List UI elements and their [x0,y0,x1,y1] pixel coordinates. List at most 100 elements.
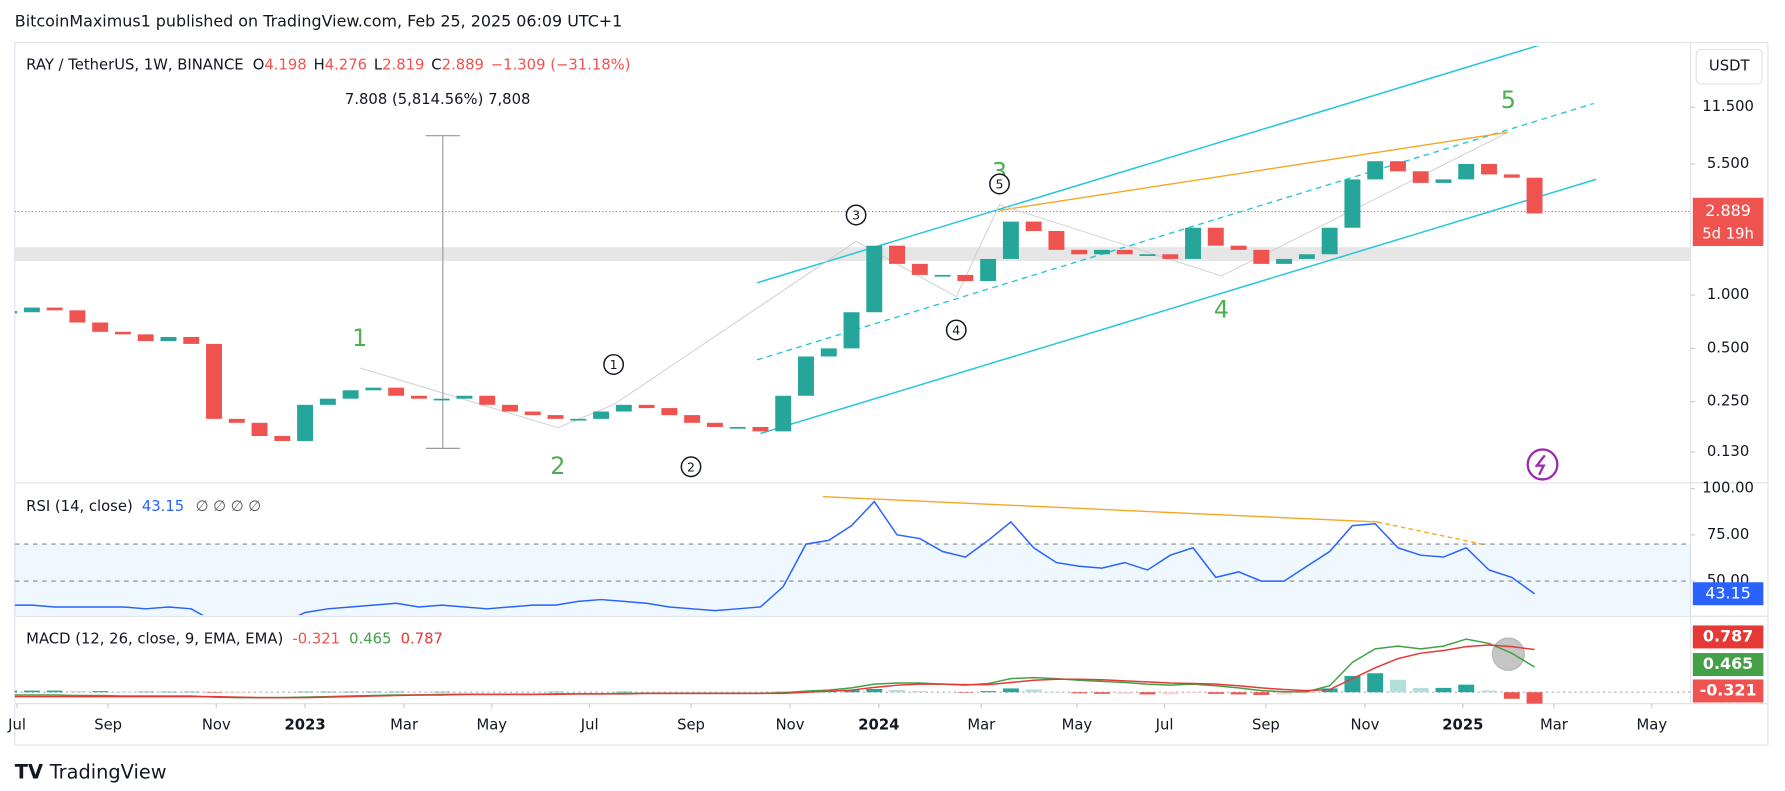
candle [479,395,496,405]
x-tick-label: Mar [390,715,419,733]
candle [1435,179,1452,183]
x-tick-label: Nov [776,715,805,733]
x-tick-label: Sep [94,715,122,733]
ohlc-label: H [314,55,325,73]
sub-wave-label: 2 [687,459,695,474]
candle [1367,161,1384,180]
macd-histogram-bar [46,690,63,693]
x-tick-label: Sep [1252,715,1280,733]
last-price-box [1692,197,1764,247]
macd-histogram-bar [1367,673,1384,693]
candle [934,274,951,277]
candle [1071,249,1088,255]
candle [1162,254,1179,259]
macd-last-label: -0.321 [1700,680,1757,699]
rsi-line [14,500,1535,616]
candle [798,356,814,396]
macd-histogram-bar [160,691,177,693]
macd-histogram-bar [92,691,109,693]
signal-line [14,644,1535,699]
rsi-last-label: 43.15 [1705,583,1751,602]
candle [1207,227,1224,246]
macd-histogram-bar [69,691,86,693]
macd-histogram-bar [1526,692,1543,704]
macd-last-box [1692,679,1764,703]
candle [297,404,314,441]
ohlc-label: L [374,55,383,73]
x-tick-label: 2024 [858,715,899,733]
macd-last-label: 0.465 [1703,654,1753,673]
candle [388,387,405,396]
candle [1185,227,1202,259]
candle [92,322,109,332]
channel-mid [756,102,1594,361]
macd-legend: MACD (12, 26, close, 9, EMA, EMA) -0.321 0… [26,629,443,647]
macd-histogram-bar [206,692,222,693]
y-tick-label: 0.500 [1707,338,1749,356]
divergence-line [823,495,1378,523]
y-tick-label: 100.00 [1702,479,1754,497]
pane [14,500,1691,616]
symbol: RAY / TetherUS, 1W, BINANCE [26,55,243,73]
chart-frame [14,41,1769,746]
macd-histogram-bar [14,690,18,693]
x-tick-label: May [1637,715,1668,733]
macd-histogram-bar [1230,692,1247,695]
rsi-drawings [823,495,1486,546]
candle [1276,258,1293,264]
logo: 𝗧𝗩 [15,760,50,783]
x-tick-label: Nov [202,715,231,733]
brand-name: TradingView [49,760,167,783]
macd-histogram-bar [547,691,564,693]
x-tick-label: Jul [580,715,599,733]
candle [1230,245,1247,250]
macd-histogram-bar [319,691,336,693]
icon-bolt [1534,454,1546,476]
candle [1025,221,1042,232]
macd-last-box [1692,653,1764,677]
candle [342,390,359,399]
candle [410,395,427,399]
macd-histogram-bar [1298,692,1315,694]
icon[interactable] [1526,448,1559,481]
x-tick-label: 2025 [1442,715,1483,733]
candle [1298,254,1315,259]
publisher: BitcoinMaximus1 published on TradingView… [15,11,623,30]
candle [980,258,997,282]
candle [911,263,928,275]
candle [137,334,154,342]
sub-wave-circle [989,173,1010,195]
measure-label: 7.808 (5,814.56%) 7,808 [345,90,530,108]
pane [14,638,1691,704]
candle [820,348,837,357]
ohlc-value: 4.276 [325,55,367,73]
x-tick-label: Jul [7,715,26,733]
candle [228,418,245,423]
candle [183,336,200,344]
channel-top [756,45,1540,284]
candle [456,395,473,399]
candle [638,404,655,409]
macd-histogram-bar [183,691,200,693]
macd-histogram-bar [1207,692,1224,694]
candle [1344,179,1361,228]
rsi-last-box [1692,582,1764,606]
divergence-line [1377,521,1486,546]
candle [1253,249,1270,264]
ohlc-label: O [253,55,265,73]
currency-button[interactable] [1695,48,1763,85]
macd-histogram-bar [365,691,382,693]
macd-histogram-bar [137,691,154,693]
x-tick-label: May [1062,715,1093,733]
candle [1412,171,1429,183]
candle [775,395,792,432]
x-tick-label: Mar [967,715,996,733]
candle [866,245,883,313]
candle [524,411,541,416]
y-tick-label: 5.500 [1707,154,1749,172]
ohlc-value: 2.889 [442,55,484,73]
wave-path [359,131,1509,429]
candle [433,398,450,401]
legend: RAY / TetherUS, 1W, BINANCE O4.198 H4.276 L… [26,55,630,73]
y-tick-label: 1.000 [1707,285,1749,303]
